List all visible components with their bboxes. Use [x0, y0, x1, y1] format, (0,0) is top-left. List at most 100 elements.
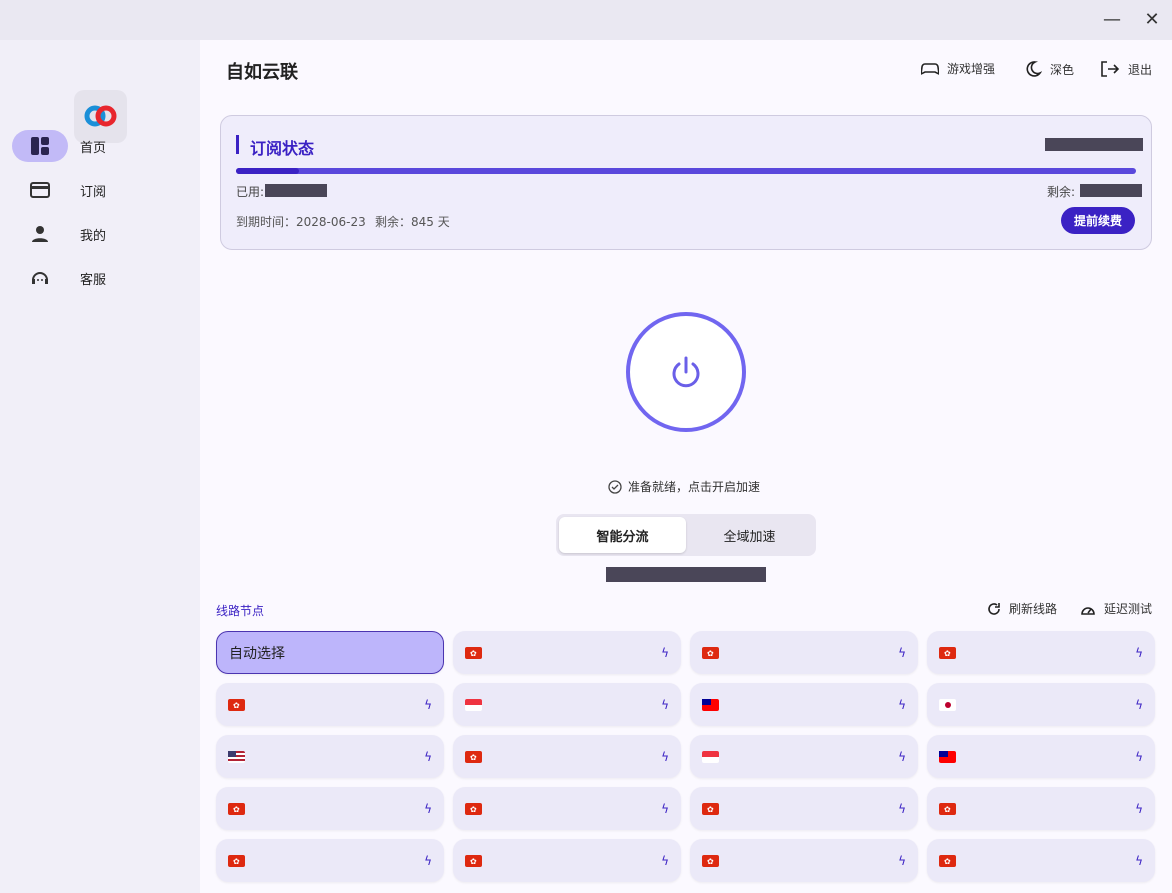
node-card[interactable]: ϟ: [216, 735, 444, 778]
minimize-button[interactable]: —: [1103, 9, 1121, 30]
flag-sg-icon: [465, 698, 482, 711]
node-card[interactable]: ✿ ϟ: [927, 839, 1155, 882]
sidebar-item-home[interactable]: 首页: [12, 130, 192, 162]
node-card[interactable]: ✿ ϟ: [453, 787, 681, 830]
used-value-redacted: [265, 184, 327, 197]
selected-node-redacted: [606, 567, 766, 582]
node-label: 自动选择: [229, 645, 285, 662]
lightning-icon: ϟ: [424, 749, 432, 764]
flag-jp-icon: [939, 698, 956, 711]
lightning-icon: ϟ: [1135, 697, 1143, 712]
flag-hk-icon: ✿: [465, 646, 482, 659]
title-bar: — ✕: [0, 0, 1172, 40]
node-card[interactable]: ✿ ϟ: [453, 631, 681, 674]
lightning-icon: ϟ: [424, 853, 432, 868]
lightning-icon: ϟ: [898, 749, 906, 764]
person-icon: [32, 226, 48, 242]
flag-hk-icon: ✿: [465, 750, 482, 763]
usage-progress-bar: [236, 168, 1136, 174]
flag-hk-icon: ✿: [228, 802, 245, 815]
refresh-icon: [988, 602, 1000, 615]
dark-mode-button[interactable]: 深色: [1024, 60, 1074, 78]
sidebar-item-label: 客服: [80, 272, 107, 288]
flag-hk-icon: ✿: [702, 854, 719, 867]
node-card[interactable]: ϟ: [690, 735, 918, 778]
sidebar-item-label: 我的: [80, 228, 107, 244]
sidebar-item-subscription[interactable]: 订阅: [12, 174, 192, 206]
sidebar-item-label: 首页: [80, 140, 107, 156]
node-card[interactable]: ✿ ϟ: [690, 839, 918, 882]
moon-icon: [1026, 61, 1042, 77]
latency-test-button[interactable]: 延迟测试: [1080, 600, 1152, 617]
lightning-icon: ϟ: [1135, 853, 1143, 868]
main-content: 自如云联 游戏增强 深色 退出 订阅状态 已用: 剩余: 到期时间：2028-0…: [200, 40, 1172, 893]
flag-sg-icon: [702, 750, 719, 763]
flag-tw-icon: [702, 698, 719, 711]
mode-global[interactable]: 全域加速: [723, 529, 776, 545]
flag-hk-icon: ✿: [465, 802, 482, 815]
flag-hk-icon: ✿: [228, 854, 245, 867]
node-card[interactable]: ϟ: [690, 683, 918, 726]
headset-icon: [32, 272, 48, 284]
node-card[interactable]: ✿ ϟ: [690, 631, 918, 674]
node-card[interactable]: ✿ ϟ: [690, 787, 918, 830]
sidebar-item-profile[interactable]: 我的: [12, 218, 192, 250]
logout-label: 退出: [1128, 62, 1153, 77]
lightning-icon: ϟ: [424, 697, 432, 712]
refresh-nodes-button[interactable]: 刷新线路: [987, 600, 1057, 617]
logout-button[interactable]: 退出: [1100, 60, 1152, 78]
node-card[interactable]: ✿ ϟ: [927, 631, 1155, 674]
lightning-icon: ϟ: [1135, 645, 1143, 660]
sidebar-item-support[interactable]: 客服: [12, 262, 192, 294]
lightning-icon: ϟ: [898, 853, 906, 868]
flag-hk-icon: ✿: [939, 854, 956, 867]
lightning-icon: ϟ: [1135, 801, 1143, 816]
game-boost-button[interactable]: 游戏增强: [921, 60, 995, 77]
logout-icon: [1101, 61, 1120, 77]
page-title: 自如云联: [226, 62, 298, 83]
node-card[interactable]: ϟ: [927, 735, 1155, 778]
lightning-icon: ϟ: [1135, 749, 1143, 764]
remaining-label: 剩余:: [1046, 185, 1075, 199]
latency-label: 延迟测试: [1104, 602, 1153, 616]
node-card[interactable]: ✿ ϟ: [216, 787, 444, 830]
credit-card-icon: [30, 182, 50, 198]
close-button[interactable]: ✕: [1144, 9, 1160, 30]
node-card[interactable]: ϟ: [927, 683, 1155, 726]
node-card[interactable]: ✿ ϟ: [927, 787, 1155, 830]
check-circle-icon: [608, 479, 622, 494]
flag-hk-icon: ✿: [228, 698, 245, 711]
node-auto-select[interactable]: 自动选择: [216, 631, 444, 674]
node-card[interactable]: ✿ ϟ: [453, 839, 681, 882]
connect-power-button[interactable]: [626, 312, 746, 432]
lightning-icon: ϟ: [661, 801, 669, 816]
node-grid: 自动选择 ✿ ϟ ✿ ϟ ✿ ϟ ✿ ϟ ϟ ϟ ϟ ϟ ✿ ϟ ϟ ϟ ✿ ϟ ✿ ϟ ✿ ϟ ✿ ϟ ✿ ϟ ✿ ϟ ✿ ϟ ✿ ϟ: [216, 631, 1156, 882]
app-logo: [74, 90, 127, 143]
flag-hk-icon: ✿: [939, 646, 956, 659]
lightning-icon: ϟ: [661, 645, 669, 660]
flag-hk-icon: ✿: [465, 854, 482, 867]
sidebar-item-label: 订阅: [80, 184, 107, 200]
subscription-card: 订阅状态 已用: 剩余: 到期时间：2028-06-23 剩余：845 天 提前…: [220, 115, 1152, 250]
node-card[interactable]: ✿ ϟ: [216, 683, 444, 726]
remaining-value-redacted: [1080, 184, 1142, 197]
subscription-title: 订阅状态: [250, 139, 315, 158]
node-card[interactable]: ✿ ϟ: [453, 735, 681, 778]
node-card[interactable]: ϟ: [453, 683, 681, 726]
lightning-icon: ϟ: [898, 801, 906, 816]
status-text: 准备就绪，点击开启加速: [628, 480, 761, 494]
days-left: 剩余：845 天: [375, 215, 450, 229]
game-boost-label: 游戏增强: [947, 62, 996, 76]
lightning-icon: ϟ: [898, 697, 906, 712]
sidebar: 首页 订阅 我的 客服: [0, 40, 200, 893]
mode-toggle: 智能分流 全域加速: [556, 514, 816, 556]
node-card[interactable]: ✿ ϟ: [216, 839, 444, 882]
power-icon: [672, 356, 700, 388]
connection-status: 准备就绪，点击开启加速: [608, 478, 760, 495]
lightning-icon: ϟ: [898, 645, 906, 660]
flag-hk-icon: ✿: [939, 802, 956, 815]
mode-smart-split[interactable]: 智能分流: [559, 517, 686, 553]
renew-button[interactable]: 提前续费: [1061, 207, 1135, 234]
lightning-icon: ϟ: [424, 801, 432, 816]
dashboard-icon: [31, 137, 49, 155]
